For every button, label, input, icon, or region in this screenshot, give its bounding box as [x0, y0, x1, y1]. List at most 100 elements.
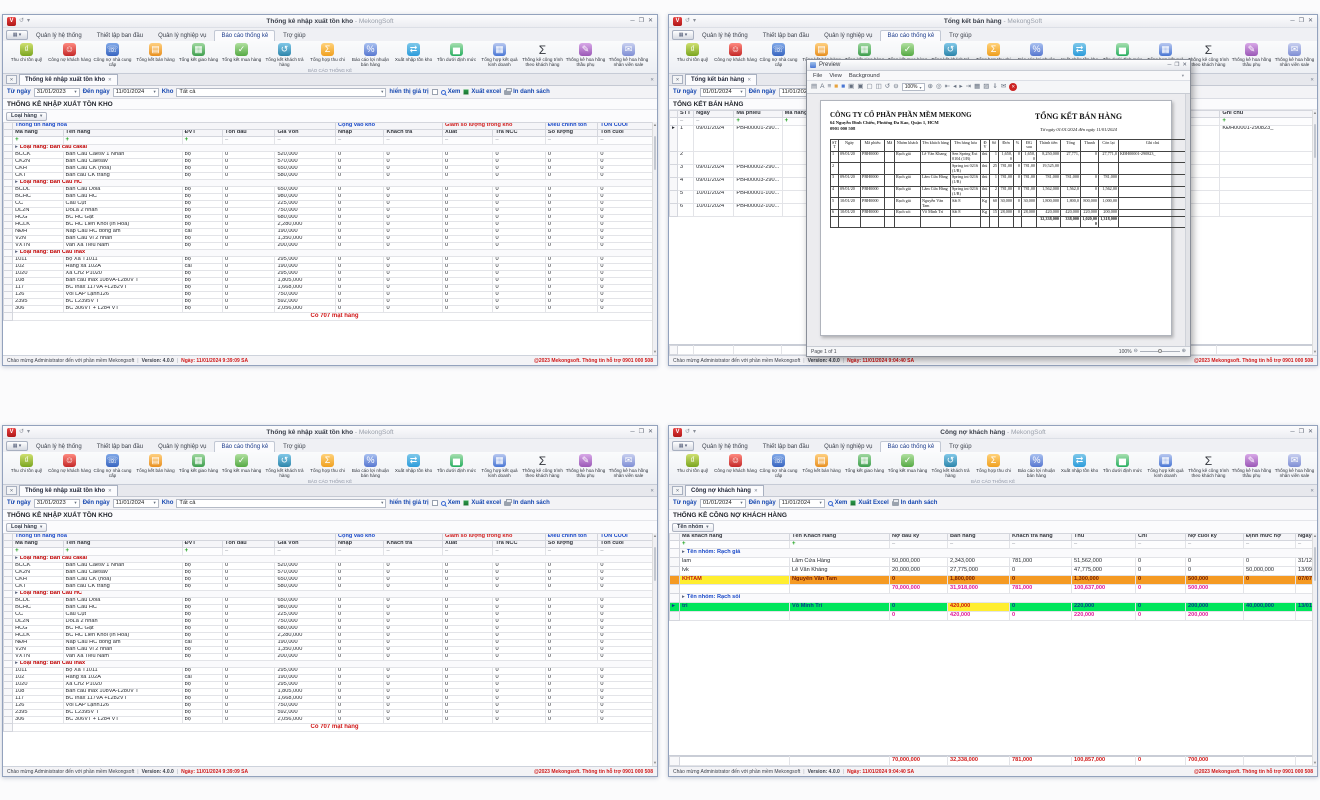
- group-row[interactable]: ▸Loại hàng: Bàn Cầu HC: [4, 590, 657, 597]
- ribbon-tab-thiet-lap-ban-dau[interactable]: Thiết lập ban đầu: [756, 30, 816, 41]
- table-row[interactable]: ▸triVõ Minh Trí0420,0000220,0000200,0004…: [670, 602, 1318, 611]
- application-menu-button[interactable]: ▦ ▾: [6, 441, 28, 451]
- vertical-scrollbar[interactable]: ▲▼: [1312, 533, 1317, 766]
- from-date-input[interactable]: 01/01/2024▾: [700, 88, 746, 97]
- open-icon[interactable]: ■: [834, 84, 838, 91]
- vertical-scrollbar[interactable]: ▲▼: [1312, 110, 1317, 355]
- table-row[interactable]: 1020Xả Ch2 P1020bộ0295,000000000: [4, 270, 657, 277]
- caret-down-icon[interactable]: ▾: [693, 18, 696, 24]
- ribbon-button-xuat-nhap-ton-kho[interactable]: ⇄Xuất nhập tồn kho: [392, 453, 435, 479]
- filter-cell[interactable]: –: [1186, 541, 1244, 549]
- group-row[interactable]: ▸Loại hàng: Bàn Cầu Inax: [4, 249, 657, 256]
- table-row[interactable]: 2395BC L2395V Tbộ0592,000000000: [4, 298, 657, 305]
- table-row[interactable]: DL2NDoLa 2 nhấnbộ0750,000000000: [4, 618, 657, 625]
- to-date-input[interactable]: 11/01/2024▾: [113, 499, 159, 508]
- zoom-out-icon[interactable]: ⊖: [1134, 349, 1138, 354]
- application-menu-button[interactable]: ▦ ▾: [672, 441, 694, 451]
- table-row[interactable]: 306BC 306VT + L284 VTbộ02,056,000000000: [4, 716, 657, 723]
- table-row[interactable]: 306BC 306VT + L284 VTbộ02,056,000000000: [4, 305, 657, 312]
- view-button[interactable]: Xem: [441, 500, 461, 506]
- column-header-so-luong[interactable]: Số lượng: [545, 130, 597, 137]
- preview-titlebar[interactable]: Preview ─ ❐ ✕: [807, 60, 1190, 71]
- table-row[interactable]: CK2NBàn Cầu Caesavbộ0570,000000000: [4, 158, 657, 165]
- ribbon-button-cong-no-nha-cung-cap[interactable]: ☏Công nợ nhà cung cấp: [91, 42, 134, 68]
- minimize-button[interactable]: ─: [630, 18, 634, 24]
- ribbon-button-tong-ket-ban-hang[interactable]: ▤Tổng kết bán hàng: [134, 42, 177, 68]
- ribbon-button-thong-ke-cong-trinh-theo-khach-hang[interactable]: ΣThống kê công trình theo khách hàng: [521, 42, 564, 68]
- filter-cell[interactable]: –: [890, 541, 948, 549]
- group-row[interactable]: ▸Tên nhóm: Rạch giá: [670, 548, 1318, 557]
- column-header-khach-tra[interactable]: Khách trả: [384, 130, 443, 137]
- header-footer-icon[interactable]: ◫: [876, 84, 882, 91]
- ribbon-button-tong-ket-mua-hang[interactable]: ✓Tổng kết mua hàng: [220, 42, 263, 68]
- column-header-ten-khach-hang[interactable]: Tên Khách Hàng: [790, 534, 890, 541]
- undo-icon[interactable]: ↺: [685, 18, 690, 24]
- group-row[interactable]: ▸Loại hàng: Bàn Cầu Inax: [4, 660, 657, 667]
- column-header-gia-von[interactable]: Giá Vốn: [275, 130, 336, 137]
- ribbon-button-tong-ket-giao-hang[interactable]: ▦Tổng kết giao hàng: [843, 453, 886, 479]
- filter-cell[interactable]: –: [222, 137, 274, 145]
- filter-cell[interactable]: –: [384, 548, 443, 556]
- ribbon-tab-quan-ly-he-thong[interactable]: Quản lý hệ thống: [695, 441, 755, 452]
- column-header-so-luong[interactable]: Số lượng: [545, 541, 597, 548]
- filter-cell[interactable]: –: [1010, 541, 1072, 549]
- column-header-ma-khach-hang[interactable]: Mã khách hàng: [680, 534, 790, 541]
- filter-cell[interactable]: –: [384, 137, 443, 145]
- ribbon-button-thong-ke-hoa-hong-nhan-vien-sale[interactable]: ✉Thống kê hoa hồng nhân viên sale: [1273, 453, 1316, 479]
- close-button[interactable]: ✕: [1308, 18, 1313, 24]
- filter-cell[interactable]: –: [222, 548, 274, 556]
- tabstrip-close-icon[interactable]: ✕: [1310, 488, 1314, 494]
- hand-tool-icon[interactable]: ↺: [885, 84, 890, 91]
- tab-close-icon[interactable]: ✕: [108, 488, 112, 494]
- export-excel-button[interactable]: Xuất excel: [463, 500, 501, 506]
- filter-cell[interactable]: –: [275, 137, 336, 145]
- table-row[interactable]: HCGBC HC Gạtbộ0680,000000000: [4, 214, 657, 221]
- ribbon-tab-tro-giup[interactable]: Trợ giúp: [276, 441, 312, 452]
- table-row[interactable]: BCDLBàn Cầu Dolabộ0650,000000000: [4, 597, 657, 604]
- ribbon-button-xuat-nhap-ton-kho[interactable]: ⇄Xuất nhập tồn kho: [392, 42, 435, 68]
- ribbon-button-cong-no-khach-hang[interactable]: ☺Công nợ khách hàng: [714, 453, 757, 479]
- ribbon-button-bao-cao-loi-nhuan-ban-hang[interactable]: %Báo cáo lợi nhuận bán hàng: [349, 453, 392, 479]
- ribbon-button-cong-no-khach-hang[interactable]: ☺Công nợ khách hàng: [714, 42, 757, 68]
- table-row[interactable]: 108Bàn cầu inax 108VA-L280V Tbộ01,805,00…: [4, 277, 657, 284]
- caret-down-icon[interactable]: ▾: [27, 429, 30, 435]
- ribbon-button-cong-no-khach-hang[interactable]: ☺Công nợ khách hàng: [48, 453, 91, 479]
- filter-cell[interactable]: +: [13, 137, 63, 145]
- menu-overflow-icon[interactable]: ▾: [1182, 73, 1184, 79]
- ribbon-tab-bao-cao-thong-ke[interactable]: Báo cáo thống kê: [214, 441, 275, 452]
- ribbon-tab-quan-ly-nghiep-vu[interactable]: Quản lý nghiệp vụ: [151, 441, 213, 452]
- ribbon-button-tong-hop-thu-chi[interactable]: ΣTổng hợp thu chi: [972, 453, 1015, 479]
- export-icon[interactable]: ⇓: [992, 84, 997, 91]
- table-row[interactable]: VXTNVan Xả Tiểu Nambộ0200,000000000: [4, 653, 657, 660]
- ribbon-tab-tro-giup[interactable]: Trợ giúp: [276, 30, 312, 41]
- ribbon-button-tong-ket-khach-tra-hang[interactable]: ↺Tổng kết khách trả hàng: [929, 453, 972, 479]
- minimize-button[interactable]: ─: [630, 429, 634, 435]
- close-button[interactable]: ✕: [648, 429, 653, 435]
- menu-background[interactable]: Background: [849, 73, 880, 79]
- table-row[interactable]: 102Hàng xả 102Acái0190,000000000: [4, 674, 657, 681]
- close-button[interactable]: ✕: [648, 18, 653, 24]
- vertical-scrollbar[interactable]: ▲▼: [652, 533, 657, 766]
- table-row[interactable]: BCCKBàn Cầu Caesv 1 Nhấnbộ0520,000000000: [4, 151, 657, 158]
- parameters-icon[interactable]: A: [820, 84, 824, 91]
- column-header-khach-tra-hang[interactable]: Khách trả hàng: [1010, 534, 1072, 541]
- ribbon-button-thong-ke-hoa-hong-thau-phu[interactable]: ✎Thống kê hoa hồng thầu phụ: [564, 42, 607, 68]
- export-excel-button[interactable]: Xuất Excel: [850, 500, 888, 506]
- column-header-khach-tra[interactable]: Khách trả: [384, 541, 443, 548]
- table-row[interactable]: lamLâm Cửa Hàng50,000,0002,343,000781,00…: [670, 557, 1318, 566]
- table-row[interactable]: 108Bàn cầu inax 108VA-L280V Tbộ01,805,00…: [4, 688, 657, 695]
- table-row[interactable]: CKTBàn cầu CK trắngbộ0580,000000000: [4, 172, 657, 179]
- filter-cell[interactable]: –: [1072, 541, 1136, 549]
- column-header-xuat[interactable]: Xuất: [442, 130, 492, 137]
- tabs-close-all-icon[interactable]: ✕: [6, 75, 17, 84]
- column-header-dvt[interactable]: ĐVT: [182, 130, 222, 137]
- preview-maximize-button[interactable]: ❐: [1174, 62, 1179, 68]
- view-button[interactable]: Xem: [441, 89, 461, 95]
- ribbon-button-ton-duoi-dinh-muc[interactable]: ▅Tồn dưới định mức: [1101, 453, 1144, 479]
- preview-close-button[interactable]: ✕: [1182, 62, 1187, 68]
- ribbon-tab-quan-ly-nghiep-vu[interactable]: Quản lý nghiệp vụ: [817, 441, 879, 452]
- ribbon-button-thong-ke-cong-trinh-theo-khach-hang[interactable]: ΣThống kê công trình theo khách hàng: [1187, 42, 1230, 68]
- tabstrip-close-icon[interactable]: ✕: [650, 488, 654, 494]
- ribbon-tab-bao-cao-thong-ke[interactable]: Báo cáo thống kê: [880, 30, 941, 41]
- menu-file[interactable]: File: [813, 73, 822, 79]
